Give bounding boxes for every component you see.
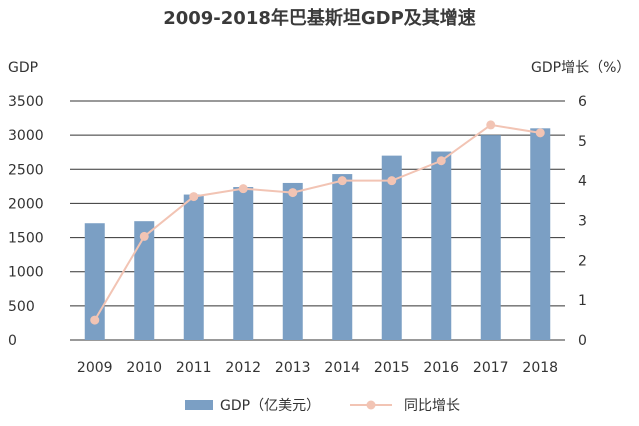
growth-line-series	[90, 120, 545, 325]
right-axis-ticks: 0 1 2 3 4 5 6	[578, 94, 587, 349]
bar	[480, 135, 501, 340]
x-tick-label: 2010	[126, 360, 162, 376]
bar	[282, 182, 303, 340]
x-tick-label: 2016	[423, 360, 459, 376]
legend-line-label: 同比增长	[404, 398, 460, 414]
x-tick-label: 2011	[176, 360, 212, 376]
growth-point	[238, 184, 248, 194]
bar	[134, 221, 155, 340]
x-axis-ticks: 2009 2010 2011 2012 2013 2014 2015 2016 2017 2018	[77, 360, 558, 376]
growth-point	[337, 176, 347, 186]
legend-bar-swatch	[185, 400, 213, 410]
right-axis-title: GDP增长（%）	[531, 60, 630, 76]
right-tick-label: 6	[578, 94, 587, 110]
x-tick-label: 2012	[225, 360, 261, 376]
bar	[183, 194, 204, 340]
left-tick-label: 3000	[8, 128, 44, 144]
left-tick-label: 1500	[8, 231, 44, 247]
growth-point	[288, 188, 298, 198]
bar	[332, 174, 353, 340]
left-tick-label: 0	[8, 333, 17, 349]
bar	[233, 187, 254, 340]
left-tick-label: 3500	[8, 94, 44, 110]
right-tick-label: 4	[578, 174, 587, 190]
legend-bar-label: GDP（亿美元）	[220, 398, 320, 414]
left-axis-ticks: 0 500 1000 1500 2000 2500 3000 3500	[8, 94, 44, 349]
left-axis-title: GDP	[8, 60, 38, 76]
x-tick-label: 2009	[77, 360, 113, 376]
growth-point	[387, 176, 397, 186]
x-tick-label: 2015	[374, 360, 410, 376]
legend: GDP（亿美元） 同比增长	[185, 398, 460, 414]
growth-point	[139, 231, 149, 241]
left-tick-label: 2000	[8, 196, 44, 212]
x-tick-label: 2017	[473, 360, 509, 376]
growth-point	[436, 156, 446, 166]
bar	[381, 155, 402, 340]
growth-point	[486, 120, 496, 130]
bars	[84, 128, 551, 340]
legend-line-marker	[366, 400, 376, 410]
left-tick-label: 1000	[8, 265, 44, 281]
growth-point	[535, 128, 545, 138]
x-tick-label: 2018	[522, 360, 558, 376]
x-tick-label: 2013	[275, 360, 311, 376]
chart-title: 2009-2018年巴基斯坦GDP及其增速	[163, 8, 476, 29]
left-tick-label: 2500	[8, 162, 44, 178]
left-tick-label: 500	[8, 299, 35, 315]
growth-line	[93, 123, 541, 321]
right-tick-label: 2	[578, 253, 587, 269]
right-tick-label: 1	[578, 293, 587, 309]
right-tick-label: 3	[578, 214, 587, 230]
growth-point	[90, 315, 100, 325]
right-tick-label: 0	[578, 333, 587, 349]
growth-point	[189, 192, 199, 202]
x-tick-label: 2014	[324, 360, 360, 376]
bar	[530, 128, 551, 340]
bar	[431, 151, 452, 340]
right-tick-label: 5	[578, 134, 587, 150]
